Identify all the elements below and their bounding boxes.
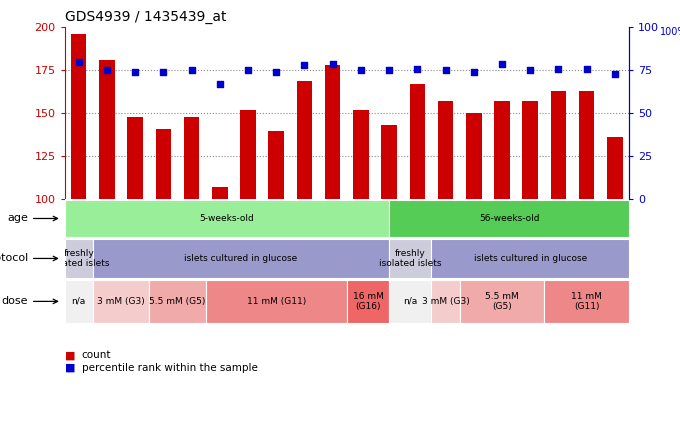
Text: percentile rank within the sample: percentile rank within the sample <box>82 363 258 373</box>
Bar <box>240 110 256 199</box>
Text: age: age <box>7 214 28 223</box>
Bar <box>65 280 92 323</box>
Point <box>440 67 451 74</box>
Text: 100%: 100% <box>660 27 680 38</box>
Point <box>609 71 620 77</box>
Text: islets cultured in glucose: islets cultured in glucose <box>473 254 587 263</box>
Bar <box>522 102 538 199</box>
Point <box>581 65 592 72</box>
Bar <box>65 200 389 237</box>
Bar <box>381 125 397 199</box>
Text: freshly
isolated islets: freshly isolated islets <box>48 249 110 268</box>
Bar <box>99 60 115 199</box>
Bar <box>579 91 594 199</box>
Text: 16 mM
(G16): 16 mM (G16) <box>352 292 384 311</box>
Point <box>299 62 310 69</box>
Bar <box>389 200 629 237</box>
Bar <box>127 117 143 199</box>
Bar <box>389 239 431 278</box>
Bar <box>409 84 425 199</box>
Bar <box>431 239 629 278</box>
Bar <box>156 129 171 199</box>
Point <box>553 65 564 72</box>
Text: islets cultured in glucose: islets cultured in glucose <box>184 254 298 263</box>
Text: 5.5 mM (G5): 5.5 mM (G5) <box>150 297 205 306</box>
Bar <box>325 65 341 199</box>
Bar <box>269 131 284 199</box>
Text: ■: ■ <box>65 350 75 360</box>
Text: protocol: protocol <box>0 253 28 264</box>
Bar <box>71 34 86 199</box>
Bar <box>431 280 460 323</box>
Point <box>130 69 141 76</box>
Text: 5-weeks-old: 5-weeks-old <box>199 214 254 223</box>
Bar <box>92 239 389 278</box>
Bar <box>149 280 205 323</box>
Bar <box>466 113 481 199</box>
Text: 56-weeks-old: 56-weeks-old <box>479 214 539 223</box>
Bar <box>607 137 623 199</box>
Point <box>327 60 338 67</box>
Bar <box>92 280 149 323</box>
Bar <box>460 280 544 323</box>
Text: dose: dose <box>1 297 28 306</box>
Point <box>158 69 169 76</box>
Text: 5.5 mM
(G5): 5.5 mM (G5) <box>485 292 519 311</box>
Point <box>243 67 254 74</box>
Text: freshly
isolated islets: freshly isolated islets <box>379 249 441 268</box>
Bar <box>347 280 389 323</box>
Text: ■: ■ <box>65 363 75 373</box>
Bar <box>212 187 228 199</box>
Text: 11 mM (G11): 11 mM (G11) <box>247 297 306 306</box>
Point <box>469 69 479 76</box>
Bar <box>494 102 510 199</box>
Point <box>384 67 394 74</box>
Point <box>525 67 536 74</box>
Bar <box>438 102 454 199</box>
Point <box>496 60 507 67</box>
Text: 3 mM (G3): 3 mM (G3) <box>422 297 469 306</box>
Bar <box>65 239 92 278</box>
Point <box>214 81 225 88</box>
Bar <box>205 280 347 323</box>
Bar <box>551 91 566 199</box>
Point <box>271 69 282 76</box>
Text: count: count <box>82 350 111 360</box>
Bar <box>353 110 369 199</box>
Text: GDS4939 / 1435439_at: GDS4939 / 1435439_at <box>65 10 226 24</box>
Point <box>73 58 84 65</box>
Bar <box>544 280 629 323</box>
Text: n/a: n/a <box>71 297 86 306</box>
Point <box>356 67 367 74</box>
Text: n/a: n/a <box>403 297 418 306</box>
Text: 3 mM (G3): 3 mM (G3) <box>97 297 145 306</box>
Point <box>101 67 112 74</box>
Bar <box>296 81 312 199</box>
Point <box>186 67 197 74</box>
Bar <box>184 117 199 199</box>
Bar <box>389 280 431 323</box>
Text: 11 mM
(G11): 11 mM (G11) <box>571 292 602 311</box>
Point <box>412 65 423 72</box>
